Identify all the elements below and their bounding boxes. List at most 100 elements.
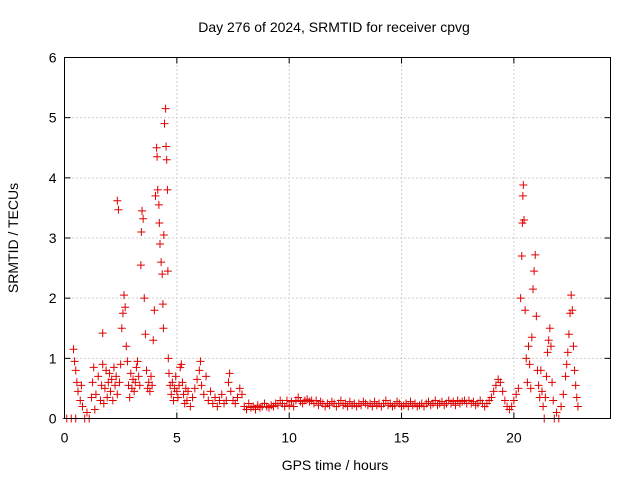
data-point <box>204 396 213 405</box>
data-point <box>517 252 526 261</box>
x-tick-label: 10 <box>281 430 297 446</box>
data-point <box>121 303 130 312</box>
data-point <box>491 381 500 390</box>
x-tick-label: 15 <box>394 430 410 446</box>
data-point <box>541 393 550 402</box>
data-point <box>381 396 390 405</box>
data-point <box>103 393 112 402</box>
data-point <box>158 270 167 279</box>
data-point <box>251 405 260 414</box>
data-point <box>451 401 460 410</box>
data-point <box>534 381 543 390</box>
data-point <box>139 214 148 223</box>
data-point <box>197 381 206 390</box>
data-point <box>148 381 157 390</box>
data-point <box>137 227 146 236</box>
data-point <box>224 378 233 387</box>
x-tick-label: 0 <box>61 430 69 446</box>
data-point <box>133 357 142 366</box>
data-point <box>285 401 294 410</box>
data-point <box>570 366 579 375</box>
data-point <box>215 396 224 405</box>
data-point <box>150 306 159 315</box>
data-point <box>489 387 498 396</box>
data-point <box>131 378 140 387</box>
y-tick-label: 2 <box>49 290 57 306</box>
data-point <box>567 291 576 300</box>
y-tick-label: 3 <box>49 230 57 246</box>
data-point <box>522 354 531 363</box>
data-point <box>415 401 424 410</box>
data-point <box>161 104 170 113</box>
axis-ticks: 0 5 10 15 20 0 1 2 3 4 5 6 <box>49 50 611 446</box>
data-point <box>431 396 440 405</box>
data-point <box>114 205 123 214</box>
data-point <box>500 396 509 405</box>
data-point <box>78 402 87 411</box>
data-point <box>496 378 505 387</box>
data-point <box>72 378 81 387</box>
data-point <box>155 218 164 227</box>
data-point <box>571 381 580 390</box>
data-point <box>120 291 129 300</box>
data-point <box>99 399 108 408</box>
data-point <box>440 401 449 410</box>
data-point <box>404 402 413 411</box>
data-point <box>348 401 357 410</box>
data-point <box>69 345 78 354</box>
data-point <box>105 369 114 378</box>
data-point <box>188 393 197 402</box>
data-point <box>498 387 507 396</box>
data-point <box>153 185 162 194</box>
data-point <box>76 396 85 405</box>
data-point <box>280 402 289 411</box>
data-point <box>559 390 568 399</box>
data-point <box>390 401 399 410</box>
data-point <box>523 378 532 387</box>
data-point <box>155 240 164 249</box>
data-point <box>116 360 125 369</box>
data-point <box>530 267 539 276</box>
data-point <box>544 336 553 345</box>
data-point <box>531 250 540 259</box>
data-point <box>516 294 525 303</box>
data-point <box>88 378 97 387</box>
data-point <box>519 215 528 224</box>
data-point <box>525 360 534 369</box>
data-point <box>327 397 336 406</box>
data-point <box>134 372 143 381</box>
data-point <box>195 366 204 375</box>
y-tick-label: 0 <box>49 411 57 427</box>
data-point <box>370 397 379 406</box>
data-point <box>368 402 377 411</box>
data-point <box>113 390 122 399</box>
data-point <box>202 372 211 381</box>
data-point <box>359 397 368 406</box>
data-point <box>158 300 167 309</box>
data-point <box>112 372 121 381</box>
data-point <box>406 397 415 406</box>
data-point <box>184 387 193 396</box>
data-point <box>138 206 147 215</box>
data-point <box>233 393 242 402</box>
data-point <box>82 408 91 417</box>
data-point <box>242 405 251 414</box>
data-point <box>117 324 126 333</box>
data-point <box>190 384 199 393</box>
data-point <box>399 401 408 410</box>
data-point <box>141 330 150 339</box>
data-point <box>226 387 235 396</box>
data-point <box>573 402 582 411</box>
data-point <box>157 258 166 267</box>
data-point <box>199 390 208 399</box>
y-tick-label: 1 <box>49 350 57 366</box>
data-point <box>123 357 132 366</box>
data-point <box>115 378 124 387</box>
data-point <box>548 378 557 387</box>
data-point <box>537 387 546 396</box>
data-point <box>552 408 561 417</box>
data-point <box>282 396 291 405</box>
chart-title: Day 276 of 2024, SRMTID for receiver cpv… <box>198 19 470 35</box>
data-point <box>164 354 173 363</box>
